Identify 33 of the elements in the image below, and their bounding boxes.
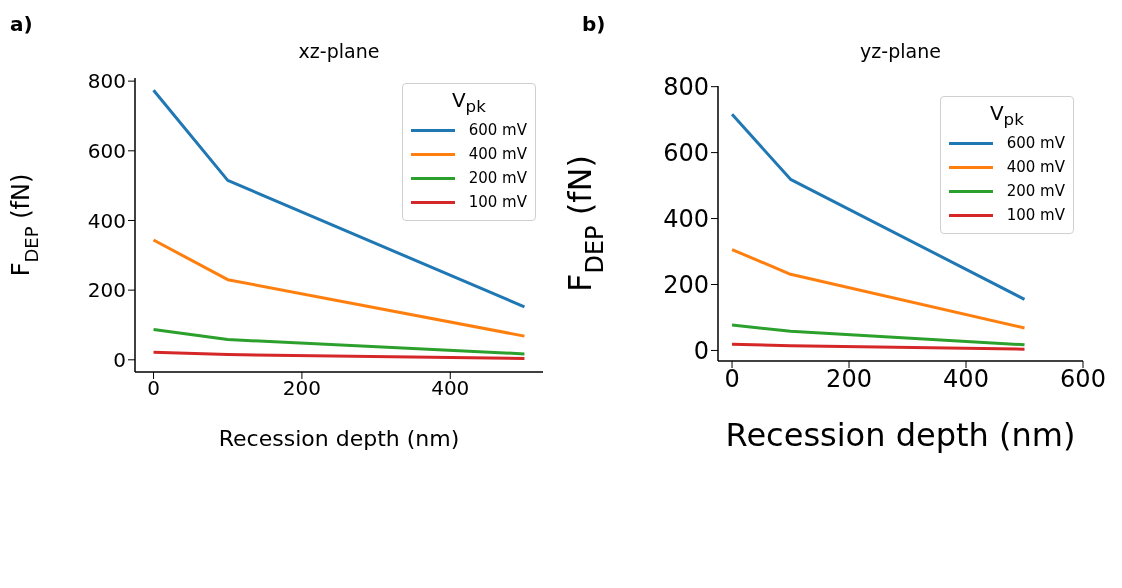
chart-title: xz-plane (298, 40, 380, 62)
y-tick-label: 600 (87, 138, 126, 163)
legend-label: 200 mV (468, 169, 527, 187)
legend-title: V$_{pk}$ (989, 101, 1024, 129)
legend-label: 400 mV (468, 145, 527, 163)
y-tick-label: 200 (87, 278, 126, 303)
x-axis-title: Recession depth (nm) (218, 426, 460, 451)
y-tick-label: 0 (113, 347, 126, 372)
x-tick-label: 400 (431, 376, 470, 401)
legend-label: 200 mV (1006, 182, 1065, 200)
y-tick-label: 400 (663, 205, 709, 234)
x-tick-label: 200 (282, 376, 321, 401)
y-tick-label: 0 (693, 336, 709, 365)
chart-title: yz-plane (860, 40, 941, 62)
text: a) (10, 12, 33, 36)
x-tick-label: 200 (826, 365, 872, 394)
legend-title: V$_{pk}$ (451, 88, 486, 116)
text: b) (582, 12, 606, 36)
legend-label: 600 mV (1006, 134, 1065, 152)
legend-label: 100 mV (468, 193, 527, 211)
y-tick-label: 200 (663, 271, 709, 300)
legend-label: 100 mV (1006, 206, 1065, 224)
y-tick-label: 800 (87, 69, 126, 94)
x-axis-title: Recession depth (nm) (725, 416, 1076, 454)
x-tick-label: 600 (1060, 365, 1106, 394)
y-tick-label: 800 (663, 73, 709, 102)
x-tick-label: 400 (943, 365, 989, 394)
legend-label: 400 mV (1006, 158, 1065, 176)
x-tick-label: 0 (147, 376, 160, 401)
y-tick-label: 400 (87, 208, 126, 233)
y-tick-label: 600 (663, 139, 709, 168)
legend-label: 600 mV (468, 121, 527, 139)
x-tick-label: 0 (724, 365, 740, 394)
